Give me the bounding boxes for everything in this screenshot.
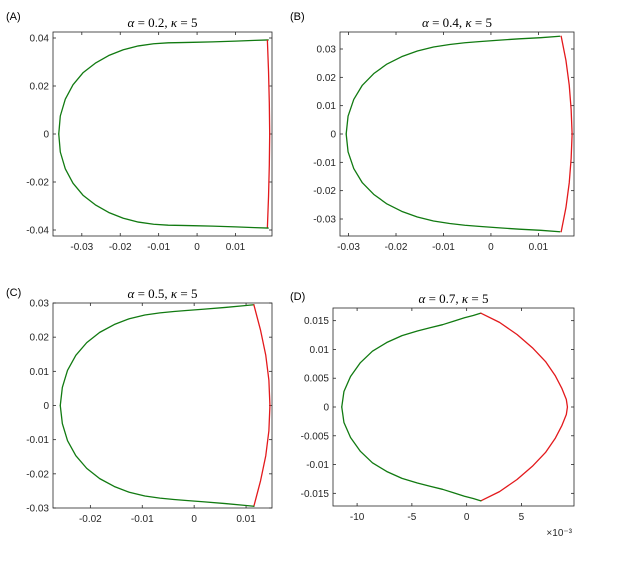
y-tick-label: 0.02: [30, 82, 50, 93]
y-tick-label: 0.01: [310, 345, 330, 356]
y-tick-label: 0.02: [30, 333, 50, 344]
x-tick-label: -0.03: [70, 242, 93, 253]
axes-box: [332, 307, 575, 507]
y-tick-label: -0.01: [26, 435, 49, 446]
series-line-green-2: [59, 404, 255, 507]
axes-box: [52, 302, 273, 509]
x-tick-label: -0.02: [79, 514, 102, 525]
x-tick-label: 0.01: [529, 242, 549, 253]
x-tick-label: 0: [194, 242, 200, 253]
y-tick-label: 0.04: [30, 34, 50, 45]
x-tick-label: -0.01: [131, 514, 154, 525]
series-line-green-0: [345, 35, 561, 135]
y-tick-label: 0.01: [30, 367, 50, 378]
y-tick-label: -0.02: [313, 186, 336, 197]
x-tick-label: -0.01: [432, 242, 455, 253]
series-line-green-0: [341, 312, 482, 408]
y-tick-label: -0.01: [313, 158, 336, 169]
panel-title: α = 0.4, κ = 5: [422, 15, 492, 30]
y-tick-label: 0.03: [30, 299, 50, 310]
x-tick-label: -0.01: [147, 242, 170, 253]
y-tick-label: -0.01: [306, 460, 329, 471]
axes-box: [339, 31, 575, 237]
x-tick-label: 5: [519, 512, 525, 523]
x-tick-label: 0.01: [236, 514, 256, 525]
panel-letter: (B): [290, 11, 305, 23]
panel-title: α = 0.5, κ = 5: [127, 286, 197, 301]
y-tick-label: -0.015: [301, 489, 330, 500]
y-tick-label: -0.03: [26, 504, 49, 515]
x-tick-label: -10: [350, 512, 365, 523]
panel-title: α = 0.2, κ = 5: [127, 15, 197, 30]
axes-box: [52, 31, 273, 237]
series-line-green-2: [58, 133, 269, 229]
series-line-green-0: [58, 39, 269, 135]
panel-letter: (C): [6, 287, 21, 299]
y-tick-label: -0.04: [26, 226, 49, 237]
x-tick-label: 0: [464, 512, 470, 523]
y-tick-label: -0.02: [26, 178, 49, 189]
panel-a: (A) α = 0.2, κ = 5 -0.03 -0.02 -0.01 0 0.01 -0.…: [6, 11, 273, 253]
x-tick-label: -0.02: [385, 242, 408, 253]
panel-d: (D) α = 0.7, κ = 5 -10 -5 0 5 -0.015 -0.01 -0.00…: [290, 291, 575, 539]
series-line-green-2: [345, 133, 561, 233]
panel-letter: (D): [290, 291, 305, 303]
y-tick-label: 0.005: [304, 374, 329, 385]
series-line-red-1: [266, 39, 271, 229]
x-tick-label: -0.03: [337, 242, 360, 253]
panel-letter: (A): [6, 11, 21, 23]
series-line-red-1: [253, 304, 271, 507]
panel-title: α = 0.7, κ = 5: [418, 291, 488, 306]
y-tick-label: 0.01: [317, 101, 337, 112]
y-tick-label: 0.03: [317, 45, 337, 56]
x-tick-label: 0: [191, 514, 197, 525]
y-tick-label: -0.02: [26, 469, 49, 480]
x-exponent-label: ×10⁻³: [546, 528, 572, 539]
y-tick-label: 0: [330, 130, 336, 141]
y-tick-label: 0: [323, 403, 329, 414]
y-tick-label: 0.02: [317, 73, 337, 84]
y-tick-label: -0.005: [301, 431, 330, 442]
panel-c: (C) α = 0.5, κ = 5 -0.02 -0.01 0 0.01 -0.03 -0.…: [6, 286, 273, 525]
x-tick-label: 0: [488, 242, 494, 253]
x-tick-label: 0.01: [226, 242, 246, 253]
series-line-red-1: [480, 312, 569, 502]
x-tick-label: -0.02: [109, 242, 132, 253]
y-tick-label: -0.03: [313, 215, 336, 226]
y-tick-label: 0: [43, 130, 49, 141]
series-line-green-2: [341, 406, 482, 502]
y-tick-label: 0.015: [304, 316, 329, 327]
series-line-green-0: [59, 304, 255, 407]
x-tick-label: -5: [407, 512, 416, 523]
panel-b: (B) α = 0.4, κ = 5 -0.03 -0.02 -0.01 0 0.01 -0.…: [290, 11, 575, 253]
y-tick-label: 0: [43, 401, 49, 412]
series-line-red-1: [560, 35, 573, 233]
